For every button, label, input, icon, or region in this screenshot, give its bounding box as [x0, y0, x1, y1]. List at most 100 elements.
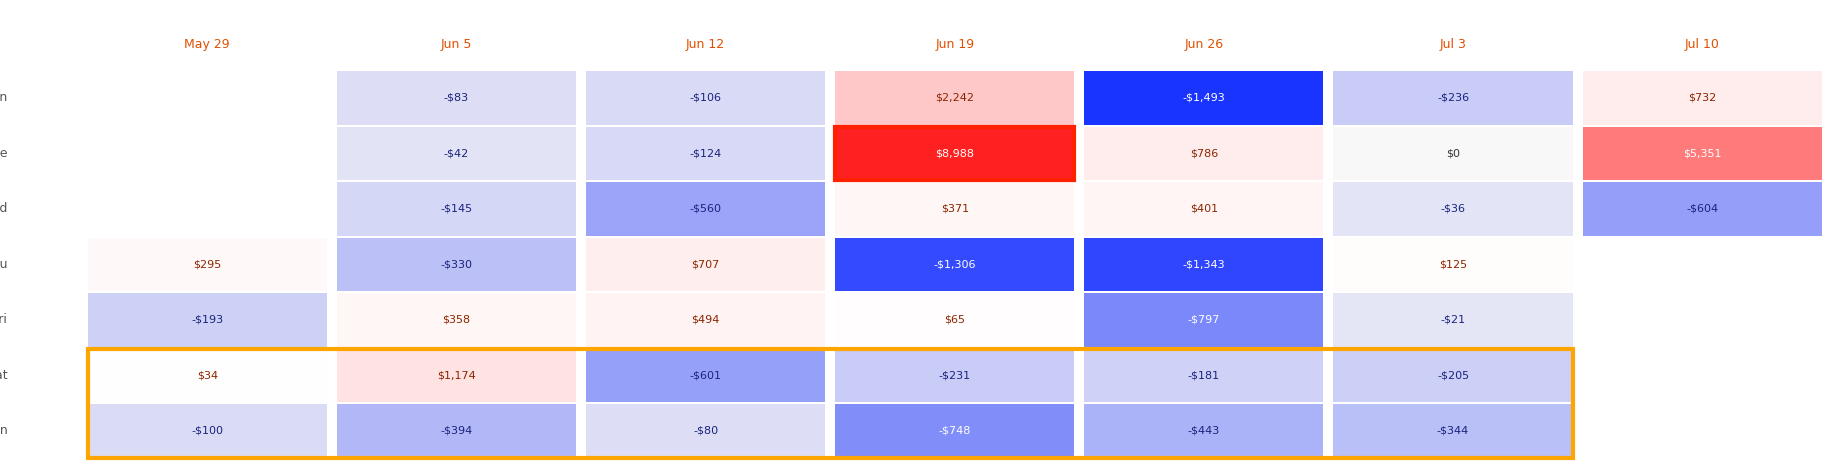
Bar — [1333, 349, 1573, 402]
Text: -$797: -$797 — [1188, 315, 1221, 325]
Bar — [1333, 127, 1573, 180]
Text: $707: $707 — [692, 259, 720, 270]
Text: $732: $732 — [1687, 93, 1717, 103]
Text: -$236: -$236 — [1438, 93, 1469, 103]
Text: Jun 12: Jun 12 — [687, 38, 725, 51]
Bar — [835, 238, 1074, 291]
Text: -$124: -$124 — [690, 148, 722, 159]
Bar — [88, 349, 327, 402]
Bar — [88, 71, 327, 124]
Text: Fri: Fri — [0, 314, 7, 326]
Text: $295: $295 — [193, 259, 222, 270]
Bar — [336, 293, 577, 346]
Bar — [336, 183, 577, 235]
Bar — [586, 293, 824, 346]
Bar — [835, 71, 1074, 124]
Bar — [88, 238, 327, 291]
Bar — [1333, 238, 1573, 291]
Bar — [88, 293, 327, 346]
Bar — [1583, 349, 1821, 402]
Bar — [835, 127, 1074, 180]
Bar — [586, 238, 824, 291]
Bar — [1583, 183, 1821, 235]
Bar — [1333, 404, 1573, 458]
Text: Mon: Mon — [0, 91, 7, 104]
Text: -$100: -$100 — [191, 426, 224, 436]
Text: -$145: -$145 — [441, 204, 472, 214]
Bar — [1583, 71, 1821, 124]
Bar — [1085, 404, 1324, 458]
Text: -$205: -$205 — [1438, 370, 1469, 380]
Bar — [336, 71, 577, 124]
Text: -$560: -$560 — [690, 204, 722, 214]
Bar — [336, 404, 577, 458]
Text: -$443: -$443 — [1188, 426, 1219, 436]
Text: -$21: -$21 — [1441, 315, 1465, 325]
Text: -$394: -$394 — [441, 426, 472, 436]
Bar — [835, 183, 1074, 235]
Bar — [336, 349, 577, 402]
Text: -$80: -$80 — [692, 426, 718, 436]
Bar — [586, 404, 824, 458]
Bar — [88, 183, 327, 235]
Text: -$1,306: -$1,306 — [933, 259, 977, 270]
Bar — [1583, 404, 1821, 458]
Text: $8,988: $8,988 — [935, 148, 975, 159]
Text: $1,174: $1,174 — [437, 370, 476, 380]
Text: Sun: Sun — [0, 424, 7, 438]
Text: -$193: -$193 — [191, 315, 224, 325]
Text: May 29: May 29 — [184, 38, 230, 51]
Text: Wed: Wed — [0, 203, 7, 215]
Text: $358: $358 — [442, 315, 470, 325]
Text: Jul 3: Jul 3 — [1439, 38, 1467, 51]
Text: -$1,493: -$1,493 — [1182, 93, 1225, 103]
Text: -$344: -$344 — [1438, 426, 1469, 436]
Bar — [1085, 293, 1324, 346]
Text: $34: $34 — [196, 370, 218, 380]
Bar — [1333, 293, 1573, 346]
Bar — [586, 71, 824, 124]
Bar — [336, 238, 577, 291]
Text: Sat: Sat — [0, 369, 7, 382]
Bar — [586, 349, 824, 402]
Text: -$231: -$231 — [938, 370, 971, 380]
Bar — [835, 349, 1074, 402]
Bar — [1085, 183, 1324, 235]
Bar — [1583, 293, 1821, 346]
Text: Thu: Thu — [0, 258, 7, 271]
Bar — [1085, 71, 1324, 124]
Text: $786: $786 — [1190, 148, 1217, 159]
Text: -$748: -$748 — [938, 426, 971, 436]
Text: -$330: -$330 — [441, 259, 472, 270]
Text: -$604: -$604 — [1685, 204, 1718, 214]
Text: Jul 10: Jul 10 — [1685, 38, 1720, 51]
Text: $371: $371 — [940, 204, 969, 214]
Bar — [1333, 183, 1573, 235]
Bar — [835, 127, 1074, 180]
Bar — [1333, 71, 1573, 124]
Bar — [586, 183, 824, 235]
Bar — [1085, 349, 1324, 402]
Text: $65: $65 — [944, 315, 966, 325]
Bar — [835, 404, 1074, 458]
Text: -$83: -$83 — [444, 93, 468, 103]
Text: $401: $401 — [1190, 204, 1217, 214]
Bar — [336, 127, 577, 180]
Text: $494: $494 — [692, 315, 720, 325]
Text: $125: $125 — [1439, 259, 1467, 270]
Text: $0: $0 — [1447, 148, 1460, 159]
Bar — [1583, 127, 1821, 180]
Bar — [586, 127, 824, 180]
Text: Jun 26: Jun 26 — [1184, 38, 1223, 51]
Bar — [835, 293, 1074, 346]
Text: -$1,343: -$1,343 — [1182, 259, 1225, 270]
Bar — [88, 349, 1573, 458]
Bar — [1583, 238, 1821, 291]
Bar — [1085, 238, 1324, 291]
Text: -$106: -$106 — [690, 93, 722, 103]
Text: Jun 5: Jun 5 — [441, 38, 472, 51]
Text: $2,242: $2,242 — [935, 93, 975, 103]
Text: -$36: -$36 — [1441, 204, 1465, 214]
Text: $5,351: $5,351 — [1684, 148, 1722, 159]
Bar — [1085, 127, 1324, 180]
